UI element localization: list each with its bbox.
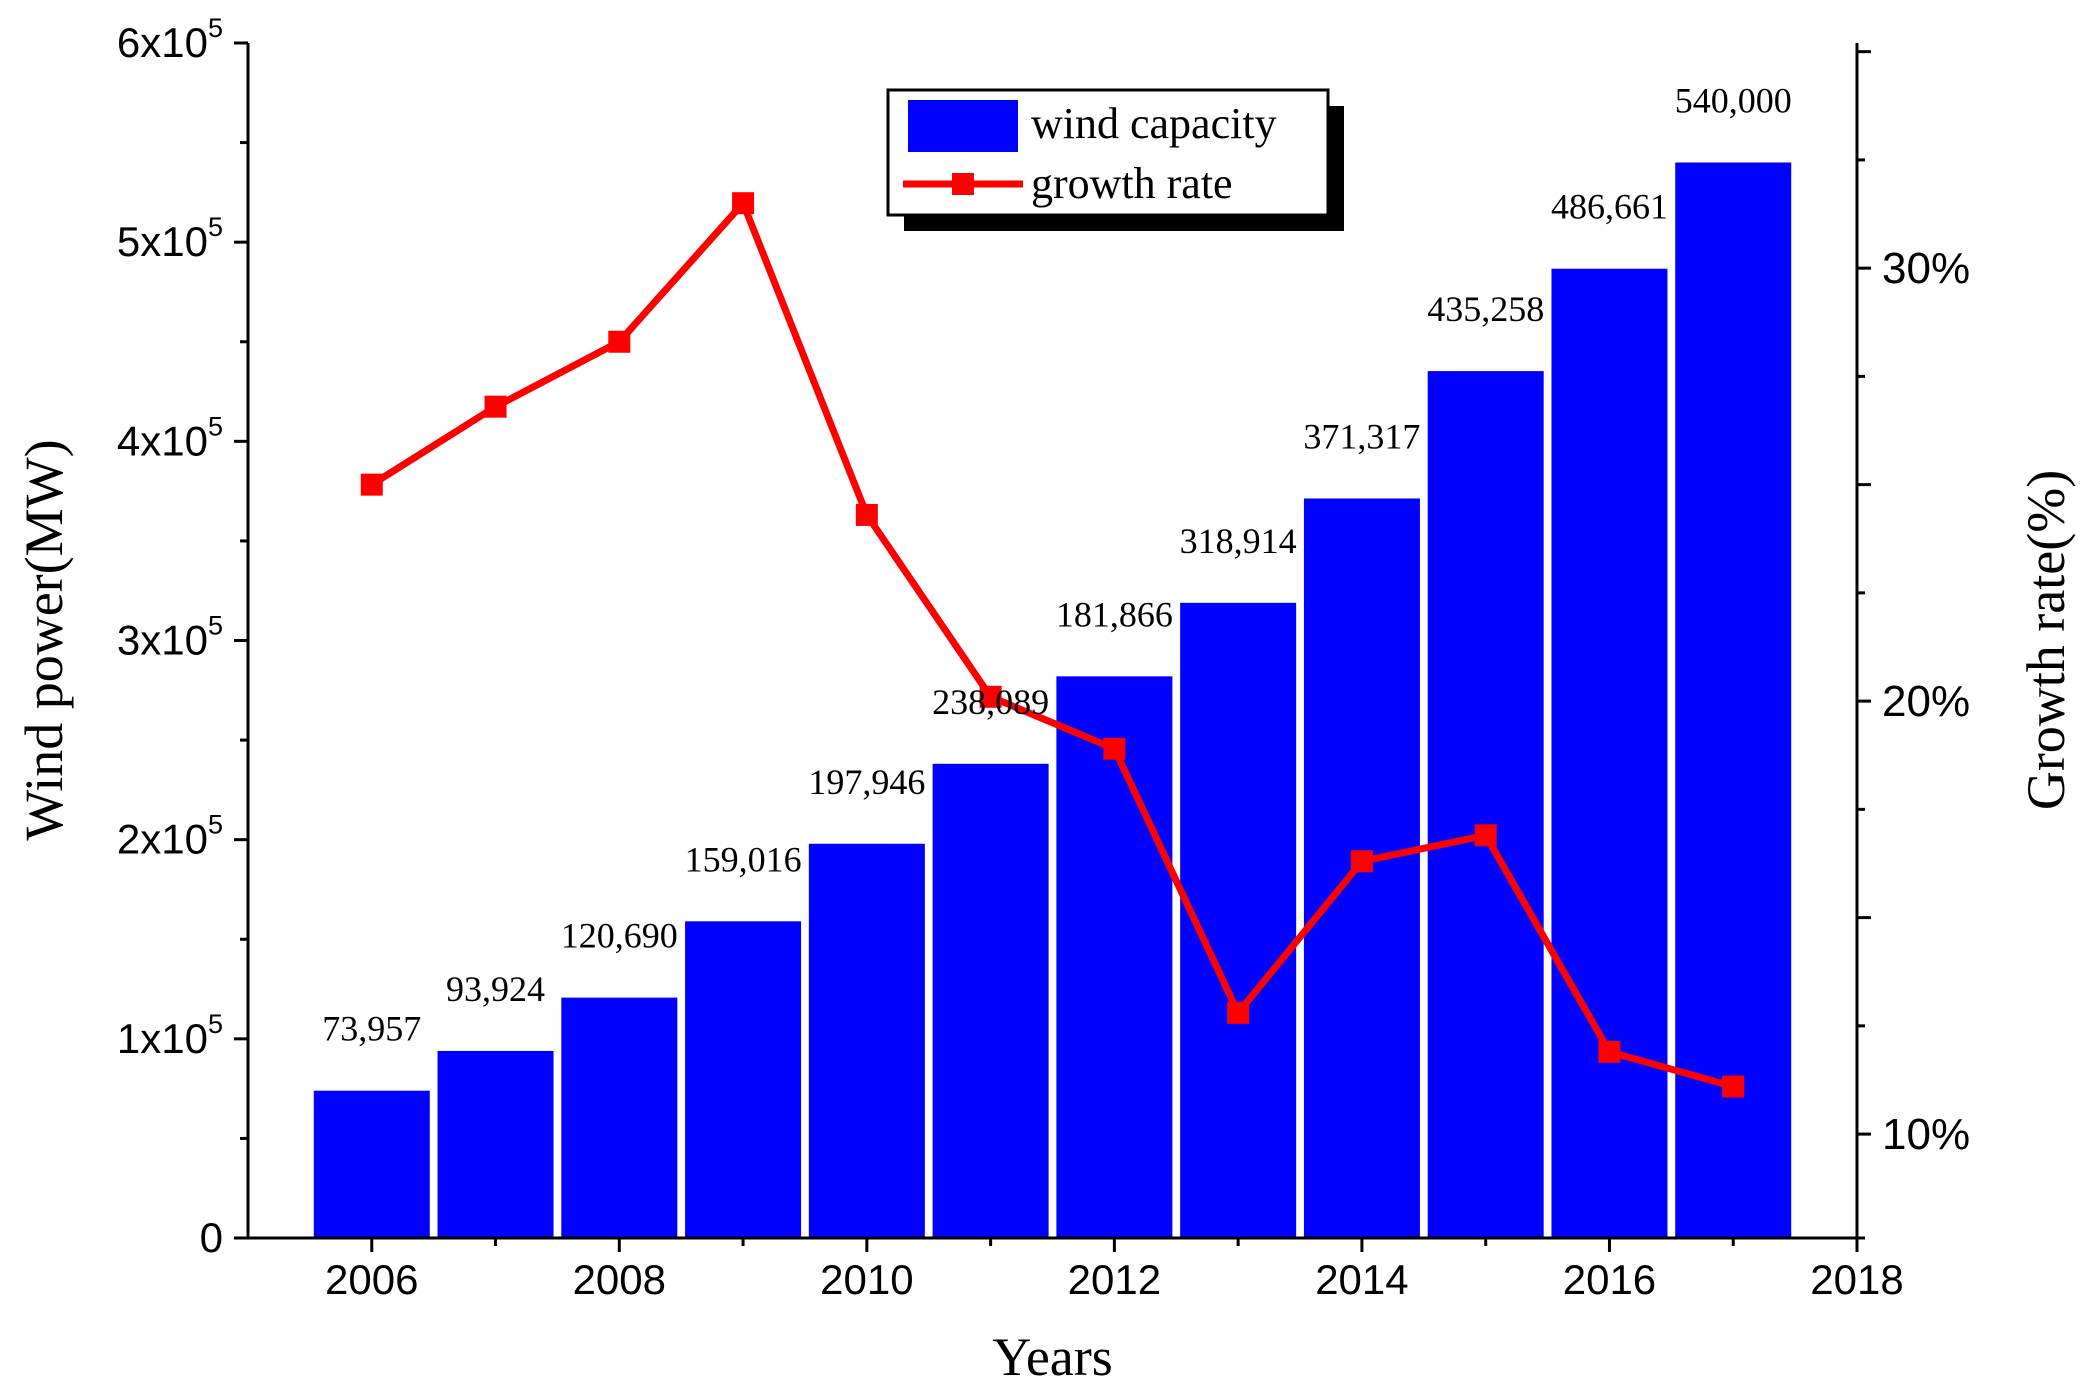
y-tick-label: 3x105 [117, 611, 223, 664]
growth-rate-line [369, 199, 1735, 1090]
legend-marker-growth-rate [952, 173, 974, 195]
growth-point-2008 [608, 330, 631, 353]
growth-line-layer [360, 192, 1745, 1098]
x-axis-title: Years [992, 1327, 1113, 1387]
data-label-2014: 371,317 [1303, 416, 1420, 456]
bar-2007 [437, 1050, 554, 1238]
growth-point-2012 [1103, 737, 1126, 760]
legend-label-growth-rate: growth rate [1031, 159, 1233, 208]
x-tick-label: 2010 [820, 1256, 913, 1303]
growth-point-2013 [1227, 1001, 1250, 1024]
bar-2006 [313, 1090, 430, 1238]
bar-2010 [808, 843, 925, 1238]
bar-2009 [685, 921, 802, 1238]
data-label-2015: 435,258 [1427, 289, 1544, 329]
y-tick-label: 4x105 [117, 411, 223, 464]
x-tick-label: 2016 [1563, 1256, 1656, 1303]
legend-label-wind-capacity: wind capacity [1031, 99, 1277, 148]
bar-2015 [1427, 371, 1544, 1238]
x-tick-label: 2008 [573, 1256, 666, 1303]
y-axis-title: Wind power(MW) [14, 439, 74, 840]
data-label-2012: 181,866 [1056, 594, 1173, 634]
y-tick-label: 5x105 [117, 212, 223, 265]
growth-point-2015 [1474, 824, 1497, 847]
y2-axis-title: Growth rate(%) [2016, 470, 2076, 810]
y-tick-label: 2x105 [117, 810, 223, 863]
growth-point-2007 [484, 395, 507, 418]
data-label-2017: 540,000 [1675, 81, 1792, 121]
bar-2016 [1551, 268, 1668, 1238]
bars-layer [313, 162, 1792, 1238]
growth-point-2011 [979, 685, 1002, 708]
y2-tick-label: 10% [1882, 1110, 1970, 1159]
data-label-2016: 486,661 [1551, 187, 1668, 227]
legend-swatch-wind-capacity [908, 100, 1018, 152]
growth-point-2017 [1722, 1075, 1745, 1098]
axes-layer: 0 1x105 2x105 3x105 4x105 5x105 6x105 2006 2008 2… [14, 13, 2076, 1387]
y2-tick-label: 20% [1882, 677, 1970, 726]
bar-2008 [561, 997, 678, 1238]
data-label-2011: 238,089 [932, 682, 1049, 722]
data-label-2006: 73,957 [322, 1009, 421, 1049]
data-label-2008: 120,690 [561, 916, 678, 956]
x-tick-label: 2012 [1068, 1256, 1161, 1303]
y-tick-label: 6x105 [117, 13, 223, 66]
growth-point-2014 [1350, 850, 1373, 873]
bar-2011 [932, 763, 1049, 1238]
growth-point-2009 [732, 192, 755, 215]
y2-tick-label: 30% [1882, 244, 1970, 293]
bar-2017 [1675, 162, 1792, 1238]
y-tick-label: 1x105 [117, 1009, 223, 1062]
data-label-2010: 197,946 [808, 762, 925, 802]
legend: wind capacity growth rate [886, 88, 1344, 231]
data-label-2013: 318,914 [1180, 521, 1297, 561]
growth-point-2006 [360, 473, 383, 496]
x-tick-label: 2006 [325, 1256, 418, 1303]
data-label-2007: 93,924 [446, 969, 545, 1009]
growth-point-2016 [1598, 1040, 1621, 1063]
data-labels-layer: 73,957 93,924 120,690159,016197,946238,089… [322, 81, 1791, 1049]
bar-2012 [1056, 676, 1173, 1238]
x-tick-label: 2014 [1315, 1256, 1408, 1303]
bar-2013 [1180, 602, 1297, 1238]
growth-point-2010 [855, 503, 878, 526]
data-label-2009: 159,016 [685, 839, 802, 879]
x-tick-label: 2018 [1810, 1256, 1903, 1303]
y-tick-label: 0 [200, 1214, 223, 1261]
